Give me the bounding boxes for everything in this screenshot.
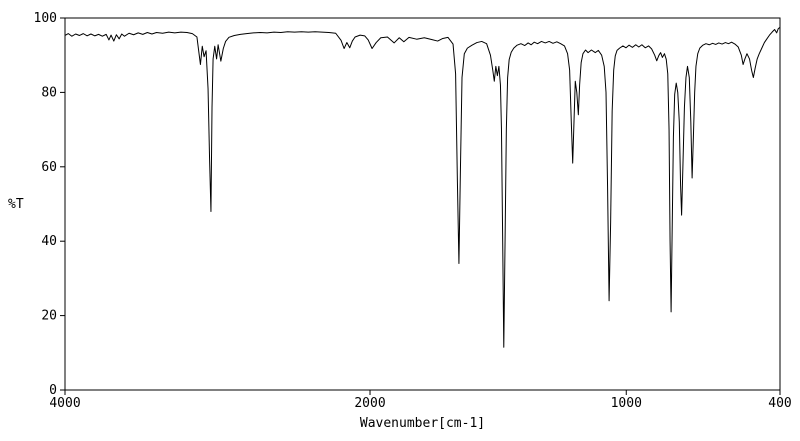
y-tick-label: 100 (34, 11, 57, 26)
x-tick-label: 4000 (49, 396, 80, 411)
y-tick-label: 40 (41, 234, 57, 249)
x-tick-label: 1000 (611, 396, 642, 411)
y-tick-label: 0 (49, 383, 57, 398)
plot-border (64, 17, 781, 391)
x-axis-label: Wavenumber[cm-1] (359, 416, 486, 431)
x-tick-label: 2000 (354, 396, 385, 411)
y-tick-label: 20 (41, 309, 57, 324)
y-tick-label: 80 (41, 85, 57, 100)
y-tick-label: 60 (41, 160, 57, 175)
x-tick-label: 400 (768, 396, 791, 411)
y-axis-label: %T (8, 197, 24, 212)
spectrum-line (64, 26, 781, 348)
